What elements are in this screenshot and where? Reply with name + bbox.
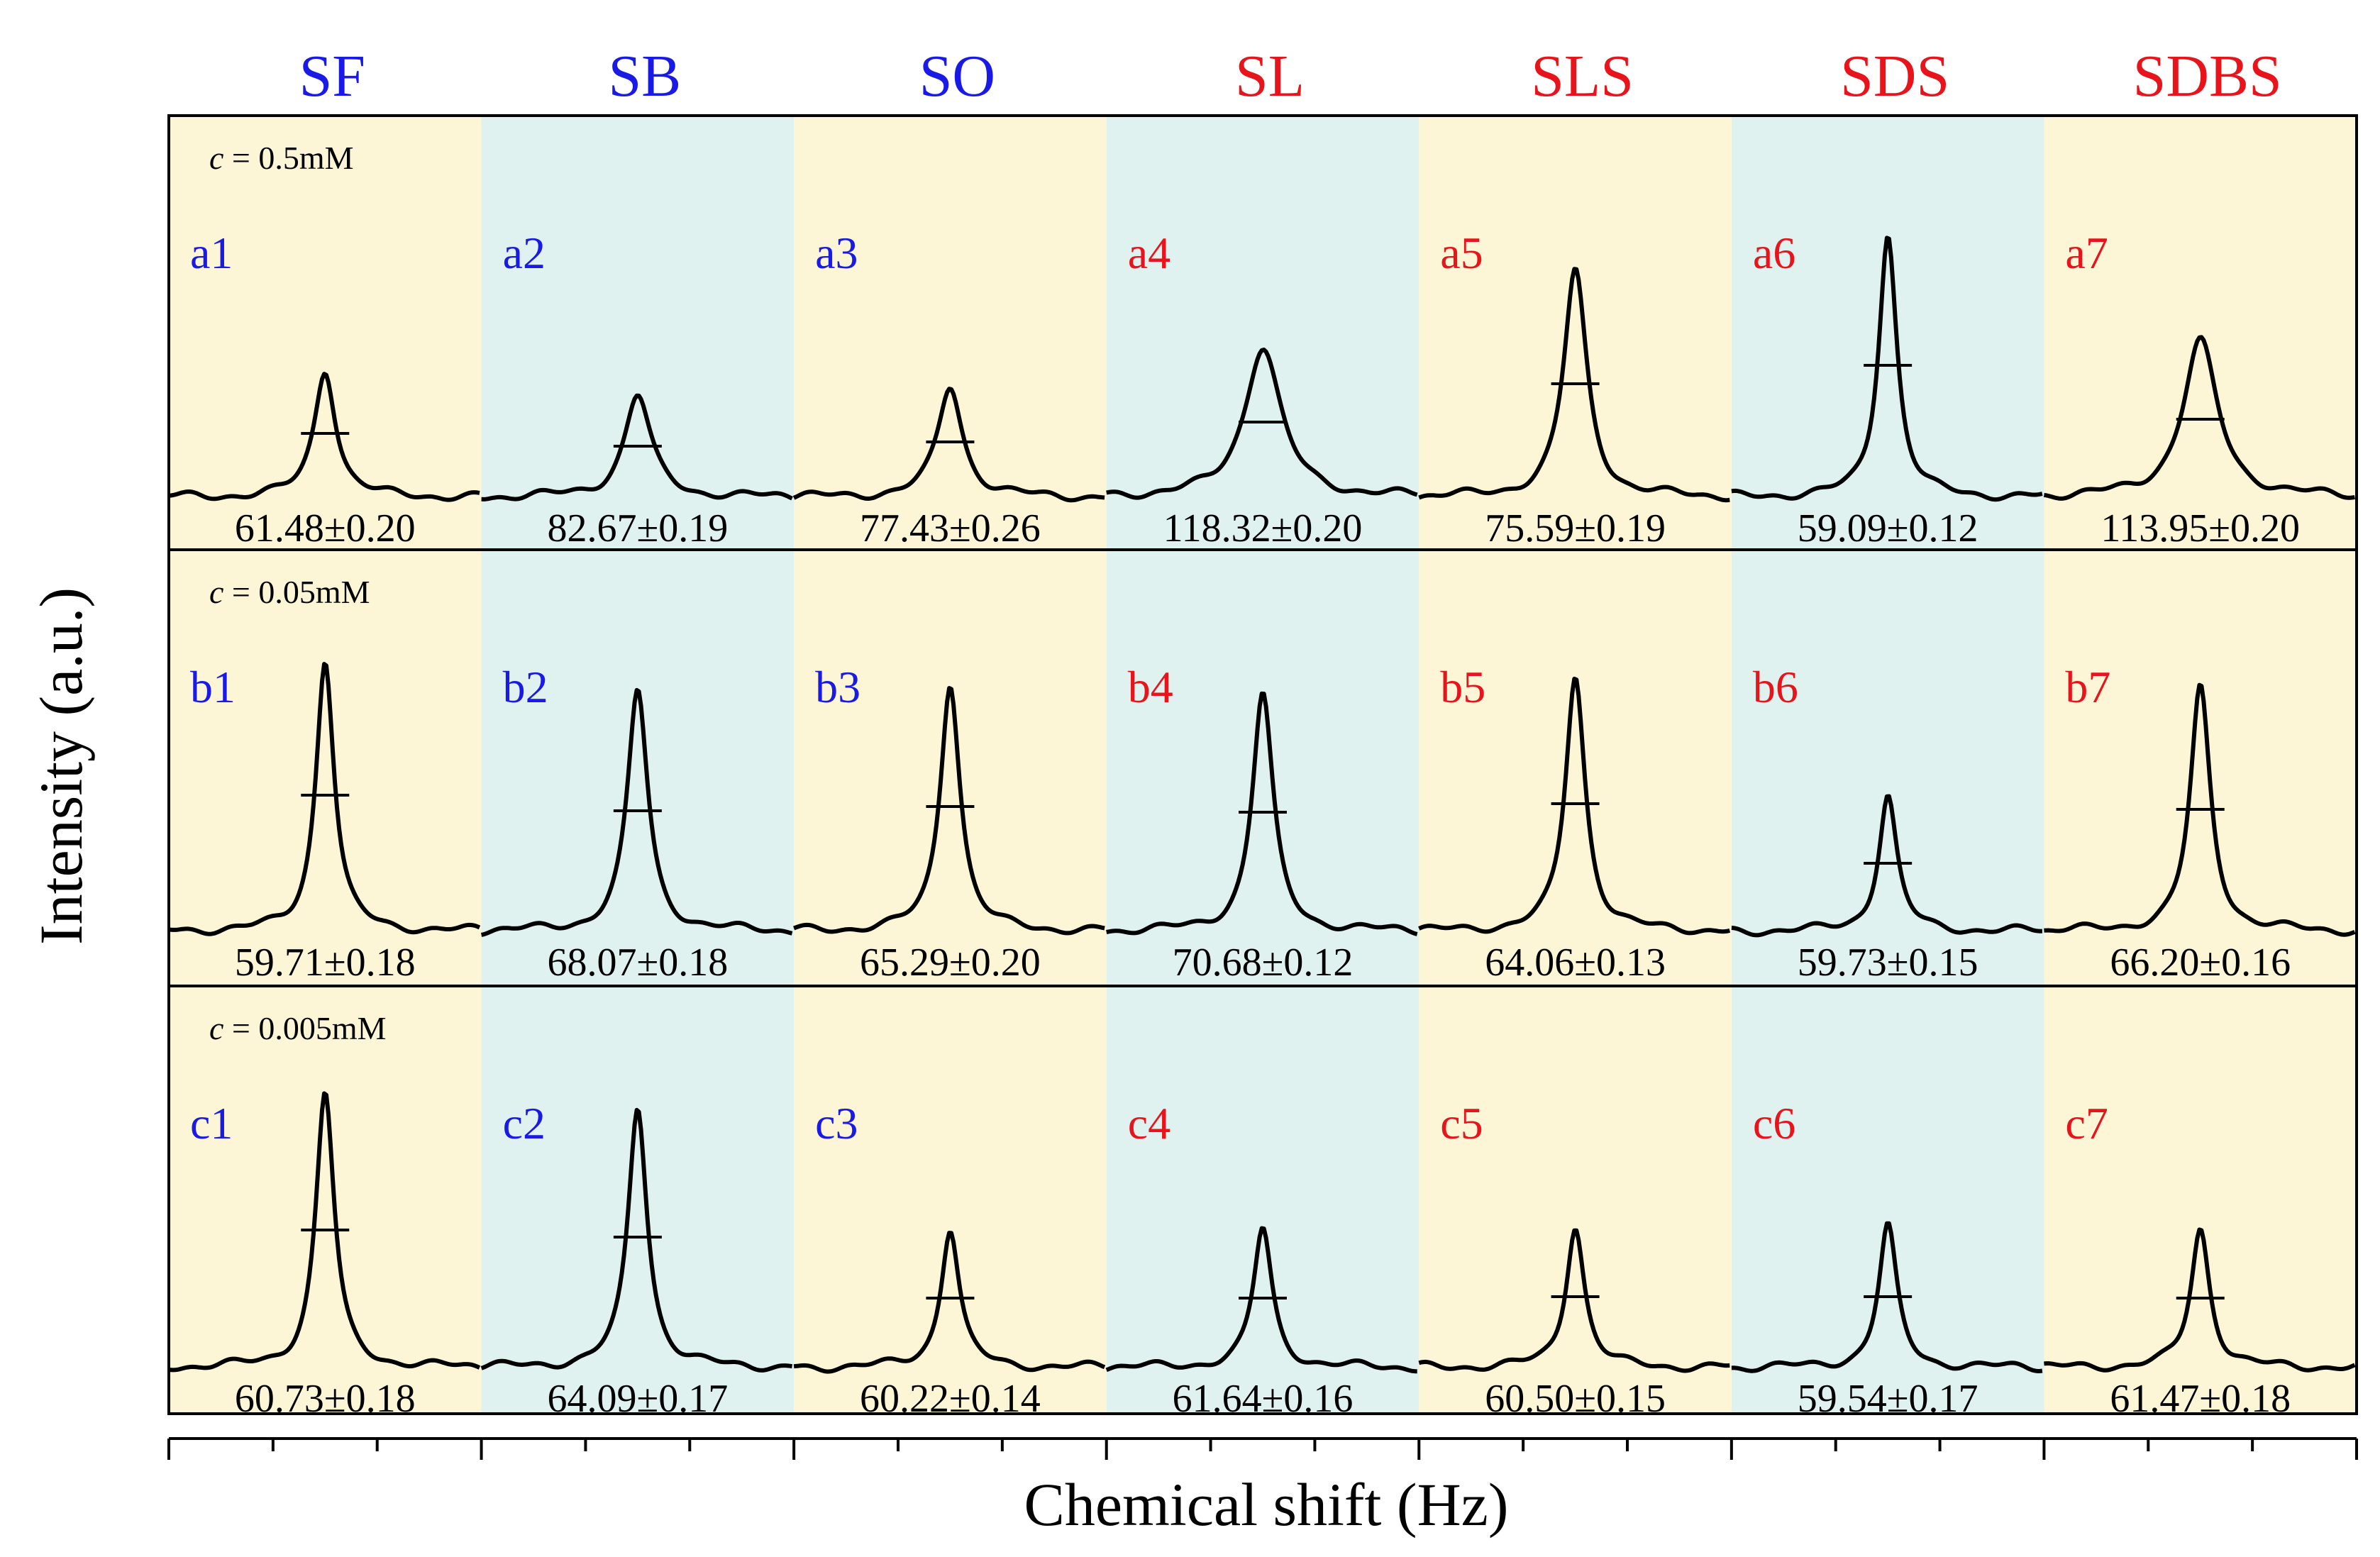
panel-label-c4: c4 [1128, 1098, 1170, 1148]
spectrum-b5 [1418, 677, 1731, 936]
panel-label-a5: a5 [1440, 228, 1483, 278]
spectrum-a2 [481, 393, 793, 502]
linewidth-value-a4: 118.32±0.20 [1163, 506, 1363, 550]
column-bg-sds [1731, 116, 2044, 1414]
panel-label-a4: a4 [1128, 228, 1170, 278]
concentration-label: c = 0.5mM [209, 140, 354, 176]
linewidth-value-b6: 59.73±0.15 [1798, 941, 1978, 985]
column-headers: SF SB SO SL SLS SDS SDBS [299, 43, 2282, 109]
spectrum-c6 [1731, 1221, 2043, 1373]
panel-label-b6: b6 [1753, 662, 1798, 712]
spectrum-c7 [2044, 1227, 2356, 1373]
column-backgrounds [169, 116, 2357, 1414]
linewidth-value-b1: 59.71±0.18 [235, 941, 416, 985]
panel-label-a6: a6 [1753, 228, 1795, 278]
plot-border [167, 114, 2358, 1415]
spectrum-a7 [2044, 335, 2355, 501]
spectrum-b7 [2044, 682, 2356, 937]
spectrum-a1 [168, 372, 480, 502]
linewidth-value-a1: 61.48±0.20 [235, 506, 416, 550]
spectrum-a3 [792, 387, 1105, 503]
spectrum-b1 [168, 662, 481, 936]
x-axis-label: Chemical shift (Hz) [1024, 1470, 1508, 1539]
linewidth-value-b3: 65.29±0.20 [860, 941, 1041, 985]
panel-label-c3: c3 [815, 1098, 858, 1148]
panel-label-b3: b3 [815, 662, 860, 712]
column-bg-sf [169, 116, 482, 1414]
panel-label-a1: a1 [190, 228, 233, 278]
panel-label-a2: a2 [503, 228, 546, 278]
plot-frame [167, 114, 2358, 1415]
panel-label-b2: b2 [503, 662, 548, 712]
panel-label-c6: c6 [1753, 1098, 1795, 1148]
spectrum-b6 [1731, 794, 2042, 938]
spectrum-a5 [1418, 267, 1730, 503]
spectrum-a6 [1731, 236, 2043, 502]
concentration-label: c = 0.005mM [209, 1010, 387, 1046]
spectrum-c4 [1105, 1226, 1417, 1374]
spectrum-b2 [481, 687, 793, 937]
spectrum-c2 [480, 1107, 792, 1373]
column-header-sb: SB [608, 43, 681, 109]
column-bg-sdbs [2044, 116, 2357, 1414]
column-bg-so [794, 116, 1107, 1414]
spectrum-c3 [793, 1231, 1106, 1374]
column-header-so: SO [919, 43, 995, 109]
concentration-symbol: c [209, 1010, 223, 1046]
concentration-symbol: c [209, 574, 223, 610]
panel-label-b4: b4 [1128, 662, 1173, 712]
linewidth-value-a5: 75.59±0.19 [1485, 506, 1666, 550]
column-header-sls: SLS [1531, 43, 1634, 109]
spectrum-b3 [793, 686, 1105, 936]
panel-label-b5: b5 [1440, 662, 1485, 712]
panel-label-a7: a7 [2065, 228, 2108, 278]
column-header-sdbs: SDBS [2133, 43, 2282, 109]
linewidth-value-b7: 66.20±0.16 [2110, 941, 2291, 985]
linewidth-value-a6: 59.09±0.12 [1798, 506, 1978, 550]
panel-label-c2: c2 [503, 1098, 546, 1148]
spectrum-a4 [1106, 348, 1418, 500]
spectrum-b4 [1106, 691, 1418, 936]
linewidth-value-b5: 64.06±0.13 [1485, 941, 1666, 985]
concentration-symbol: c [209, 140, 223, 176]
x-axis [167, 1437, 2358, 1460]
column-header-sds: SDS [1840, 43, 1949, 109]
column-bg-sl [1106, 116, 1419, 1414]
concentration-label: c = 0.05mM [209, 574, 370, 610]
spectrum-c1 [168, 1091, 481, 1373]
panel-label-b1: b1 [190, 662, 236, 712]
spectrum-c5 [1418, 1228, 1730, 1373]
panel-label-c7: c7 [2065, 1098, 2108, 1148]
panel-label-c5: c5 [1440, 1098, 1483, 1148]
linewidth-value-a3: 77.43±0.26 [860, 506, 1041, 550]
concentration-value: = 0.5mM [223, 140, 353, 176]
linewidth-value-b2: 68.07±0.18 [547, 941, 728, 985]
panel-label-a3: a3 [815, 228, 858, 278]
linewidth-value-a2: 82.67±0.19 [547, 506, 728, 550]
column-bg-sls [1419, 116, 1732, 1414]
column-header-sf: SF [299, 43, 365, 109]
concentration-value: = 0.005mM [223, 1010, 386, 1046]
column-bg-sb [481, 116, 795, 1414]
y-axis-label: Intensity (a.u.) [27, 587, 95, 945]
concentration-value: = 0.05mM [223, 574, 370, 610]
panel-label-c1: c1 [190, 1098, 233, 1148]
linewidth-value-b4: 70.68±0.12 [1173, 941, 1354, 985]
panel-label-b7: b7 [2065, 662, 2110, 712]
column-header-sl: SL [1235, 43, 1305, 109]
linewidth-value-a7: 113.95±0.20 [2101, 506, 2300, 550]
